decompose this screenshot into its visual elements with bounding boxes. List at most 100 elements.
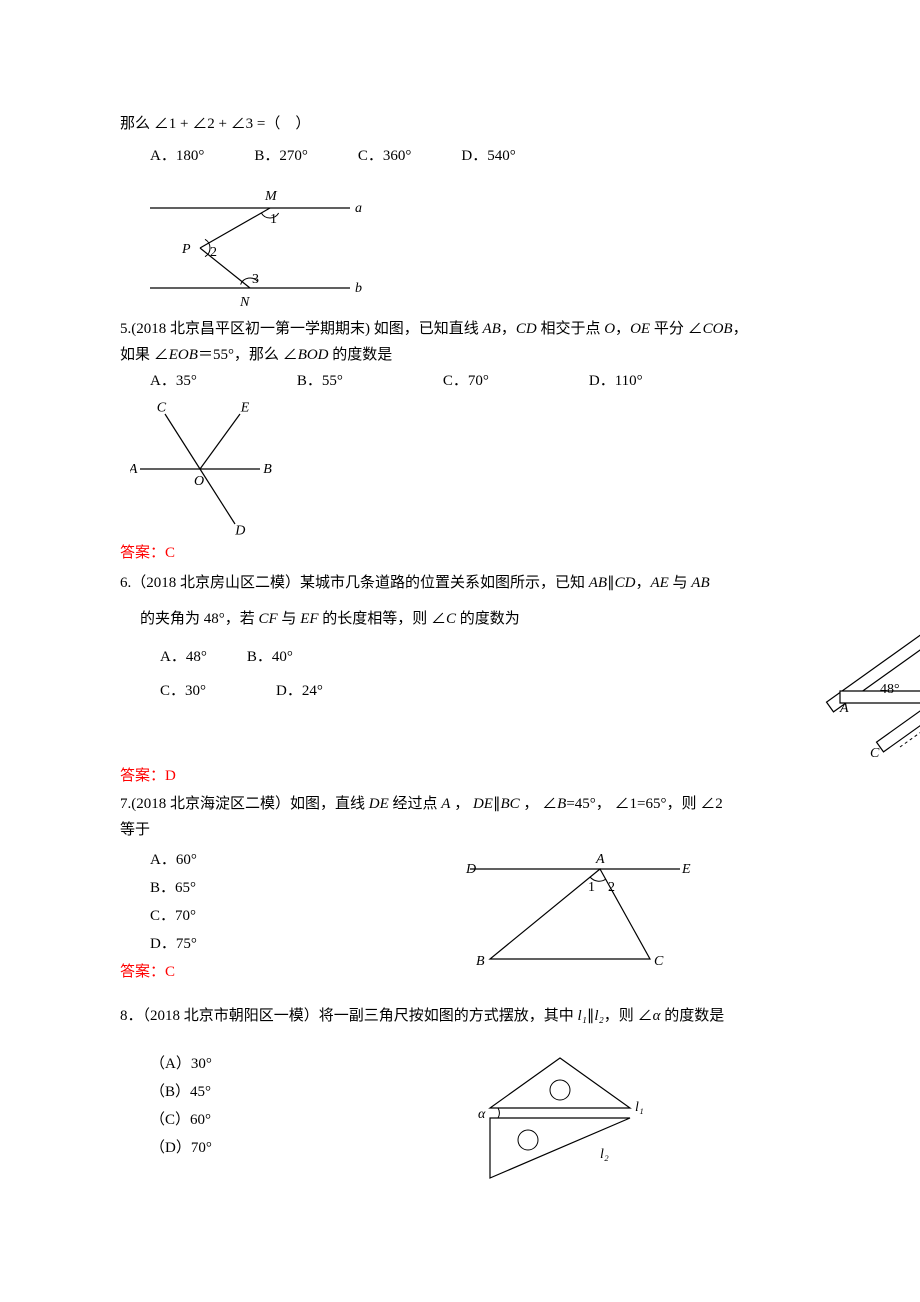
t: CF — [259, 611, 278, 627]
svg-text:B: B — [476, 954, 485, 969]
q4-opt-b-val: 270° — [279, 148, 308, 164]
svg-text:1: 1 — [270, 212, 277, 227]
q4-opt-c-val: 360° — [383, 148, 412, 164]
t: 与 — [278, 611, 301, 627]
t: 的度数是 — [329, 347, 393, 363]
q4-opt-b: B．270° — [254, 144, 308, 168]
svg-text:48°: 48° — [880, 682, 900, 697]
t: 的夹角为 48°，若 — [140, 611, 259, 627]
q6-options-row2: C．30° D．24° — [160, 679, 810, 703]
q8-opt-a: （A）30° — [150, 1052, 450, 1076]
svg-text:l₁: l₁ — [635, 1100, 644, 1115]
q5-opt-d: D．110° — [589, 369, 643, 393]
v: 60° — [190, 1112, 211, 1128]
svg-text:A: A — [130, 462, 138, 477]
q5-opt-a: A．35° — [150, 369, 197, 393]
svg-text:2: 2 — [210, 245, 217, 260]
t: OE — [630, 321, 650, 337]
t: 7.(2018 北京海淀区二模）如图，直线 — [120, 796, 369, 812]
q4-opt-a-val: 180° — [176, 148, 205, 164]
t: 经过点 — [389, 796, 442, 812]
q5-opt-c: C．70° — [443, 369, 489, 393]
t: =45°， ∠1=65°，则 ∠2 — [566, 796, 722, 812]
q5-diagram: A B C D E O — [130, 399, 920, 539]
q4-stem: 那么 ∠1 + ∠2 + ∠3 =（ ） — [120, 112, 920, 136]
t: 的长度相等，则 ∠ — [319, 611, 447, 627]
v: 75° — [176, 936, 197, 952]
v: 48° — [186, 649, 207, 665]
v: 40° — [272, 649, 293, 665]
q6-answer: 答案：D — [120, 764, 920, 788]
q5-opt-b: B．55° — [297, 369, 343, 393]
v: 65° — [175, 880, 196, 896]
svg-text:A: A — [595, 852, 605, 867]
v: 70° — [191, 1140, 212, 1156]
v: 24° — [302, 683, 323, 699]
t: EOB — [169, 347, 198, 363]
t: AB — [483, 321, 501, 337]
v: 45° — [190, 1084, 211, 1100]
t: CD — [615, 575, 636, 591]
t: ， ∠ — [520, 796, 558, 812]
svg-text:O: O — [194, 474, 204, 489]
t: BC — [500, 796, 519, 812]
t: CD — [516, 321, 537, 337]
t: DE — [473, 796, 493, 812]
q7-opt-a: A．60° — [150, 848, 450, 872]
q7-stem-line2: 等于 — [120, 818, 920, 842]
svg-text:B: B — [263, 462, 272, 477]
q8-opt-b: （B）45° — [150, 1080, 450, 1104]
t: ， — [615, 321, 630, 337]
q8-diagram: αl₁l₂ — [450, 1048, 670, 1188]
q4-opt-d-val: 540° — [487, 148, 516, 164]
svg-text:3: 3 — [252, 272, 259, 287]
t: EF — [300, 611, 318, 627]
q7-diagram: 12DEABC — [450, 844, 710, 974]
t: B — [557, 796, 566, 812]
t: 相交于点 — [537, 321, 605, 337]
svg-text:l₂: l₂ — [600, 1147, 609, 1162]
svg-text:b: b — [355, 281, 362, 296]
t: O — [604, 321, 615, 337]
q5-options: A．35° B．55° C．70° D．110° — [150, 369, 920, 393]
t: l₁ — [578, 1008, 587, 1024]
t: COB — [703, 321, 733, 337]
v: 60° — [176, 852, 197, 868]
t: AB — [589, 575, 607, 591]
t: 6.（2018 北京房山区二模）某城市几条道路的位置关系如图所示，已知 — [120, 575, 589, 591]
svg-text:M: M — [264, 189, 278, 204]
q4-diagram: MaPNb123 — [140, 178, 920, 313]
t: ， — [501, 321, 516, 337]
q5-stem-line1: 5.(2018 北京昌平区初一第一学期期末) 如图，已知直线 AB，CD 相交于… — [120, 317, 920, 341]
t: C — [446, 611, 456, 627]
t: 8．（2018 北京市朝阳区一模）将一副三角尺按如图的方式摆放，其中 — [120, 1008, 578, 1024]
t: DE — [369, 796, 389, 812]
q7-options: A．60° B．65° C．70° D．75° 答案：C — [150, 844, 450, 988]
t: 的度数是 — [660, 1008, 724, 1024]
q5-stem-line2: 如果 ∠EOB＝55°，那么 ∠BOD 的度数是 — [120, 343, 920, 367]
t: l₂ — [594, 1008, 603, 1024]
t: 5.(2018 北京昌平区初一第一学期期末) 如图，已知直线 — [120, 321, 483, 337]
q6-stem-line2: 的夹角为 48°，若 CF 与 EF 的长度相等，则 ∠C 的度数为 — [140, 607, 810, 631]
q8-options: （A）30° （B）45° （C）60° （D）70° — [150, 1048, 450, 1164]
q8-opt-d: （D）70° — [150, 1136, 450, 1160]
v: 110° — [615, 373, 643, 389]
t: ，则 ∠ — [604, 1008, 653, 1024]
svg-text:E: E — [240, 400, 250, 415]
q6-opt-c: C．30° — [160, 679, 206, 703]
svg-text:P: P — [181, 242, 191, 257]
svg-text:1: 1 — [588, 880, 595, 895]
t: ∥ — [607, 575, 615, 591]
q6-diagram: 48°ABCDEF — [810, 597, 920, 762]
svg-text:D: D — [234, 524, 245, 539]
q7-opt-b: B．65° — [150, 876, 450, 900]
q6-stem-line1: 6.（2018 北京房山区二模）某城市几条道路的位置关系如图所示，已知 AB∥C… — [120, 571, 920, 595]
v: 70° — [175, 908, 196, 924]
q8-stem: 8．（2018 北京市朝阳区一模）将一副三角尺按如图的方式摆放，其中 l₁∥l₂… — [120, 1004, 920, 1028]
q7-opt-c: C．70° — [150, 904, 450, 928]
v: 30° — [185, 683, 206, 699]
svg-text:D: D — [465, 862, 476, 877]
svg-text:N: N — [239, 295, 250, 310]
q4-options: A．180° B．270° C．360° D．540° — [150, 144, 920, 168]
svg-text:C: C — [157, 400, 167, 415]
